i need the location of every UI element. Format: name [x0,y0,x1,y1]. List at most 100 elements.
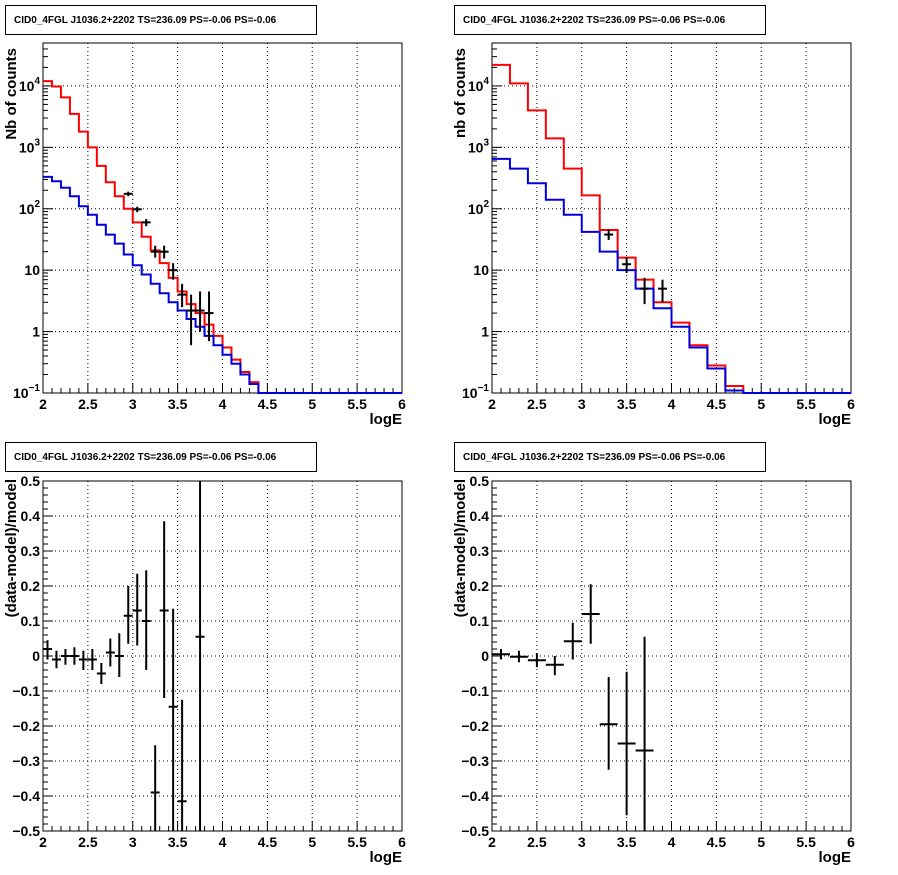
y-tick-label: 10−1 [13,383,40,401]
y-tick-label: 0.1 [470,613,490,629]
x-tick-label: 6 [398,834,406,850]
data-point [51,650,61,669]
x-tick-label: 5.5 [347,396,367,412]
x-tick-label: 2.5 [527,396,547,412]
data-point [43,640,52,660]
y-tick-label: −0.4 [461,788,489,804]
data-points [43,481,205,831]
data-point [599,677,618,770]
data-point [509,650,528,663]
x-tick-label: 3.5 [168,834,188,850]
x-axis: 2 2.5 3 3.5 4 4.5 5 5.5 6 [488,821,855,850]
y-axis-label: (data-model)/model [3,479,20,617]
x-tick-label: 5 [757,834,765,850]
x-tick-label: 2 [39,396,47,412]
chart-title: CID0_4FGL J1036.2+2202 TS=236.09 PS=-0.0… [5,442,317,472]
y-tick-label: −0.1 [461,683,489,699]
data-point [195,291,205,332]
grid [492,481,851,831]
x-tick-label: 4 [668,396,676,412]
panel-bottom-left: 2 2.5 3 3.5 4 4.5 5 5.5 6 logE 0.5 0.4 0.3 0.2 0.1 0 −0.… [0,437,449,875]
y-tick-label: −0.1 [12,683,40,699]
data-point [105,638,115,667]
panel-top-left: 2 2.5 3 3.5 4 4.5 5 5.5 6 logE 10−1 1 10 102 103 104 Nb … [0,0,449,437]
y-tick-label: 1 [32,324,40,340]
grid [492,43,851,393]
data-point [640,277,650,305]
y-tick-label: 0.2 [470,578,490,594]
data-point [159,521,169,698]
x-tick-label: 4.5 [258,834,278,850]
data-point [177,283,187,308]
y-tick-label: −0.5 [461,823,489,839]
model-component-line [43,175,402,394]
x-axis: 2 2.5 3 3.5 4 4.5 5 5.5 6 [39,383,406,412]
x-tick-label: 5.5 [796,834,816,850]
y-axis: 10−1 1 10 102 103 104 [462,42,502,401]
y-tick-label: −0.2 [461,718,489,734]
y-tick-label: 0.4 [21,508,41,524]
y-tick-label: 0.3 [21,543,41,559]
y-tick-label: 103 [19,137,41,155]
x-axis: 2 2.5 3 3.5 4 4.5 5 5.5 6 [488,383,855,412]
panel-bottom-right: 2 2.5 3 3.5 4 4.5 5 5.5 6 logE 0.5 0.4 0.3 0.2 0.1 0 −0.… [449,437,898,875]
x-tick-label: 6 [398,396,406,412]
x-tick-label: 4.5 [707,396,727,412]
y-tick-label: −0.3 [12,753,40,769]
data-point [78,650,88,670]
data-point [159,245,169,259]
data-point [186,294,196,346]
x-axis-label: logE [370,411,403,428]
data-point [204,291,214,342]
y-axis-label: Nb of counts [3,48,20,140]
y-axis-label: nb of counts [452,48,469,138]
y-tick-label: −0.5 [12,823,40,839]
y-tick-label: 0.5 [470,473,490,489]
data-point [60,649,70,665]
y-tick-label: 10 [24,262,40,278]
y-tick-label: −0.3 [461,753,489,769]
data-point [132,206,142,213]
data-point [96,663,106,684]
y-tick-label: 0.2 [21,578,41,594]
grid [43,481,402,831]
x-tick-label: 4 [219,834,227,850]
x-tick-label: 5 [308,834,316,850]
chart-title: CID0_4FGL J1036.2+2202 TS=236.09 PS=-0.0… [454,442,766,472]
data-point [87,649,97,670]
data-point [581,584,600,644]
x-tick-label: 5.5 [347,834,367,850]
y-tick-label: 103 [468,137,490,155]
y-tick-label: 10−1 [462,383,489,401]
y-axis: 0.5 0.4 0.3 0.2 0.1 0 −0.1 −0.2 −0.3 −0.4 −0.5 [12,473,53,839]
data-point [563,622,582,660]
x-axis-label: logE [819,849,852,866]
data-point [69,647,79,665]
x-tick-label: 3.5 [617,834,637,850]
y-tick-label: 0.1 [21,613,41,629]
data-point [527,653,546,668]
x-tick-label: 2.5 [78,834,98,850]
x-tick-label: 2 [488,834,496,850]
y-tick-label: 104 [19,76,41,94]
y-tick-label: 10 [473,262,489,278]
model-component-line [492,157,851,394]
data-point [195,481,205,831]
data-point [177,699,187,831]
y-tick-label: −0.2 [12,718,40,734]
y-tick-label: 102 [19,199,41,217]
data-point [123,191,133,197]
data-point [141,570,151,670]
x-tick-label: 3 [578,396,586,412]
panel-top-right: 2 2.5 3 3.5 4 4.5 5 5.5 6 logE 10−1 1 10 102 103 104 nb … [449,0,898,437]
y-tick-label: 0 [32,648,40,664]
x-tick-label: 2.5 [78,396,98,412]
x-tick-label: 3.5 [617,396,637,412]
x-tick-label: 4 [668,834,676,850]
data-point [635,636,654,831]
x-tick-label: 6 [847,834,855,850]
data-point [617,671,636,816]
